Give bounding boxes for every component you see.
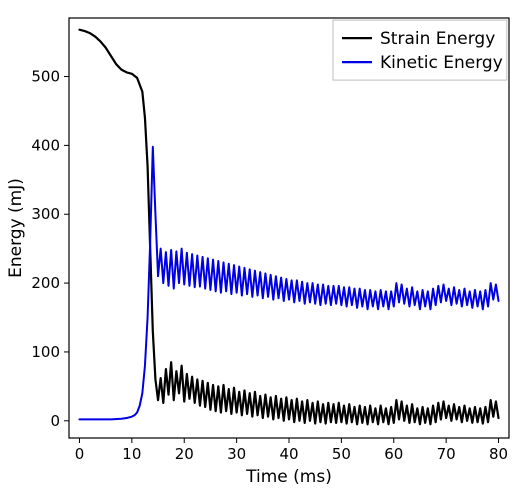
y-tick-label: 300 <box>31 205 60 223</box>
legend-label-1: Kinetic Energy <box>380 53 503 73</box>
plot-area <box>69 18 509 438</box>
y-axis-label: Energy (mJ) <box>6 178 26 278</box>
y-tick-label: 500 <box>31 68 60 86</box>
x-tick-label: 20 <box>175 445 194 463</box>
x-tick-label: 70 <box>437 445 456 463</box>
legend-label-0: Strain Energy <box>380 29 495 49</box>
x-tick-label: 10 <box>122 445 141 463</box>
y-tick-label: 0 <box>50 412 60 430</box>
x-tick-label: 40 <box>279 445 298 463</box>
y-tick-label: 100 <box>31 343 60 361</box>
x-tick-label: 80 <box>489 445 508 463</box>
x-tick-label: 30 <box>227 445 246 463</box>
x-tick-label: 50 <box>332 445 351 463</box>
y-tick-label: 200 <box>31 274 60 292</box>
x-axis-label: Time (ms) <box>245 467 332 487</box>
x-tick-label: 0 <box>75 445 85 463</box>
y-tick-label: 400 <box>31 136 60 154</box>
energy-vs-time-chart: 0 10 20 30 40 50 60 70 80 0 100 200 300 400 500 Time (m… <box>0 0 530 500</box>
x-tick-label: 60 <box>384 445 403 463</box>
chart-svg: 0 10 20 30 40 50 60 70 80 0 100 200 300 400 500 Time (m… <box>0 0 530 500</box>
